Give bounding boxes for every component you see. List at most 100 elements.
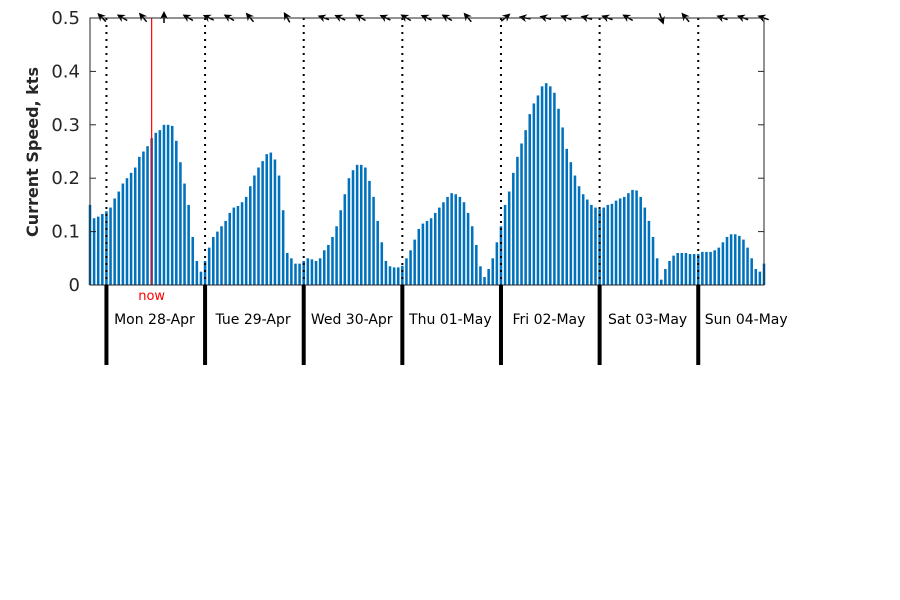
speed-bar: [413, 239, 416, 285]
speed-bar: [166, 124, 170, 285]
speed-bar: [261, 161, 264, 285]
direction-arrow: [500, 13, 511, 22]
plot-frame: [89, 17, 765, 286]
speed-bar: [175, 140, 178, 285]
speed-bar: [754, 268, 758, 285]
speed-bar: [335, 226, 338, 285]
speed-bar: [138, 156, 141, 285]
speed-bar: [121, 183, 125, 285]
speed-bar: [327, 244, 330, 285]
direction-arrow: [245, 12, 255, 23]
speed-bar: [392, 267, 396, 285]
speed-bar: [306, 258, 310, 285]
speed-bar: [318, 258, 322, 285]
speed-bar: [647, 220, 651, 285]
day-label: Sat 03-May: [608, 312, 687, 328]
speed-bar: [298, 263, 301, 285]
now-label: now: [138, 289, 165, 304]
speed-bar: [290, 258, 293, 285]
speed-bar: [417, 228, 421, 285]
speed-bar: [277, 175, 281, 285]
day-label: Tue 29-Apr: [215, 312, 291, 328]
speed-bar: [195, 260, 199, 285]
speed-bar: [717, 247, 721, 285]
speed-bar: [179, 162, 182, 285]
direction-arrow: [283, 11, 292, 23]
speed-bar: [269, 152, 273, 285]
speed-bar: [380, 242, 384, 285]
speed-bar: [314, 260, 318, 285]
speed-bar: [331, 236, 334, 285]
speed-bar: [536, 95, 540, 286]
day-label: Fri 02-May: [512, 312, 585, 328]
speed-bar: [442, 202, 445, 285]
day-label: Thu 01-May: [408, 312, 492, 328]
speed-bar: [602, 207, 605, 285]
speed-bar: [520, 143, 523, 285]
speed-bar: [433, 212, 437, 285]
speed-bar: [475, 244, 478, 285]
speed-bar: [557, 108, 560, 285]
speed-bar: [207, 247, 211, 285]
speed-bar: [721, 242, 725, 285]
speed-bar: [692, 254, 696, 285]
speed-bar: [516, 156, 519, 285]
speed-bar: [203, 260, 207, 285]
speed-bar: [503, 204, 507, 285]
speed-bar: [199, 271, 203, 285]
speed-bar: [322, 250, 326, 285]
y-tick-label: 0.5: [51, 8, 80, 29]
speed-bar: [162, 124, 166, 285]
speed-bar: [750, 258, 753, 285]
speed-bar: [446, 196, 449, 285]
speed-bar: [285, 252, 289, 285]
speed-bar: [627, 193, 630, 285]
speed-bar: [92, 218, 96, 285]
speed-bar: [142, 151, 145, 285]
speed-bar: [183, 183, 186, 285]
speed-bar: [483, 276, 486, 285]
speed-bar: [512, 172, 515, 285]
speed-bar: [598, 209, 601, 285]
speed-bar: [450, 193, 453, 285]
speed-bar: [709, 251, 712, 285]
speed-bar: [631, 189, 634, 285]
speed-bar: [532, 103, 536, 285]
speed-bar: [281, 210, 285, 285]
speed-bar: [146, 146, 149, 285]
speed-bar: [240, 202, 244, 285]
direction-arrow: [463, 12, 472, 23]
speed-bar: [738, 235, 741, 285]
speed-bar: [569, 162, 573, 285]
speed-bar: [339, 210, 342, 285]
speed-bar: [573, 175, 577, 285]
day-label: Wed 30-Apr: [311, 312, 393, 328]
speed-bar: [733, 234, 737, 285]
speed-bar: [544, 83, 548, 286]
speed-bar: [187, 204, 190, 285]
speed-bar: [294, 263, 297, 285]
speed-bar: [249, 186, 252, 285]
speed-bar: [758, 271, 762, 285]
speed-bar: [688, 254, 692, 285]
speed-bar: [364, 167, 367, 285]
speed-bar: [729, 234, 733, 285]
speed-bar: [594, 207, 597, 285]
speed-bar: [470, 226, 474, 285]
speed-bar: [635, 190, 638, 285]
speed-bar: [606, 204, 610, 285]
speed-bar: [713, 250, 716, 285]
speed-bar: [462, 202, 466, 285]
speed-bar: [343, 194, 347, 285]
y-tick-label: 0.3: [51, 115, 80, 136]
speed-bar: [224, 220, 227, 285]
speed-bar: [651, 236, 655, 285]
speed-bar: [561, 127, 564, 285]
x-axis-day-labels: Mon 28-Apr Tue 29-Apr Wed 30-Apr Thu 01-May…: [104, 285, 788, 365]
direction-arrow: [138, 12, 148, 23]
speed-bar: [125, 178, 129, 285]
now-marker: now: [138, 18, 165, 304]
speed-bar: [409, 250, 412, 285]
speed-bar: [577, 186, 581, 285]
speed-bar: [680, 252, 684, 285]
